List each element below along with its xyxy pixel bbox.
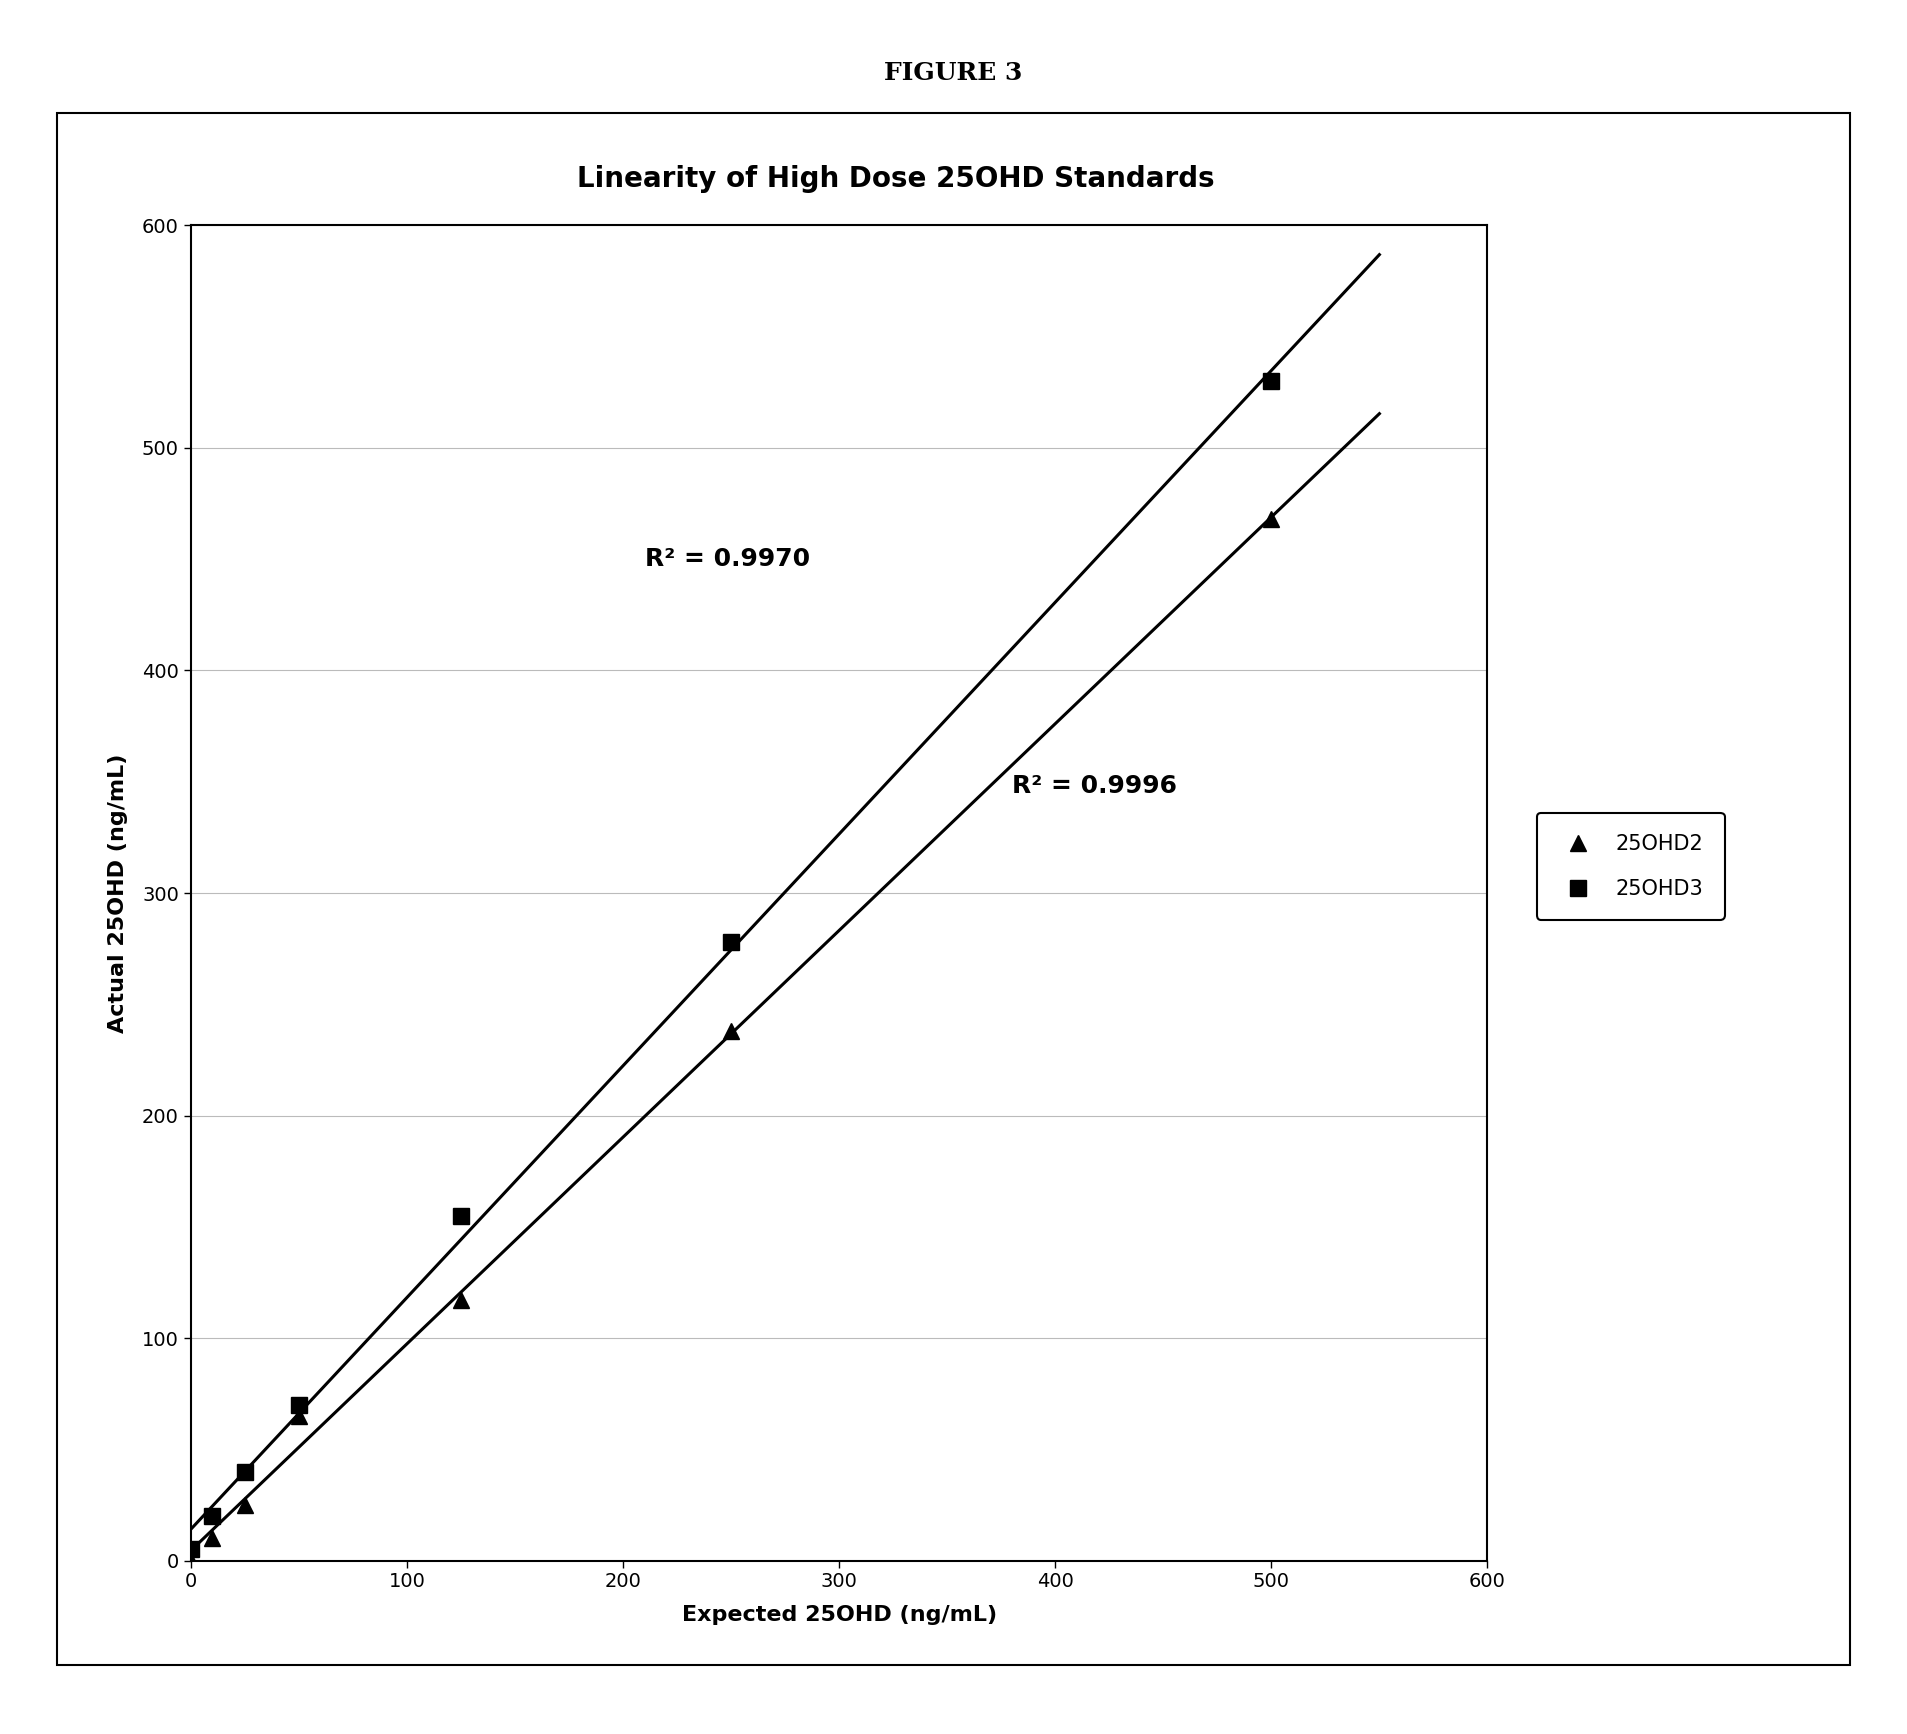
Text: R² = 0.9996: R² = 0.9996 <box>1013 773 1177 798</box>
X-axis label: Expected 25OHD (ng/mL): Expected 25OHD (ng/mL) <box>681 1606 997 1625</box>
Legend: 25OHD2, 25OHD3: 25OHD2, 25OHD3 <box>1537 813 1724 919</box>
Text: Linearity of High Dose 25OHD Standards: Linearity of High Dose 25OHD Standards <box>578 165 1215 192</box>
Y-axis label: Actual 25OHD (ng/mL): Actual 25OHD (ng/mL) <box>109 753 128 1033</box>
Text: R² = 0.9970: R² = 0.9970 <box>645 548 810 570</box>
Text: FIGURE 3: FIGURE 3 <box>885 61 1022 85</box>
